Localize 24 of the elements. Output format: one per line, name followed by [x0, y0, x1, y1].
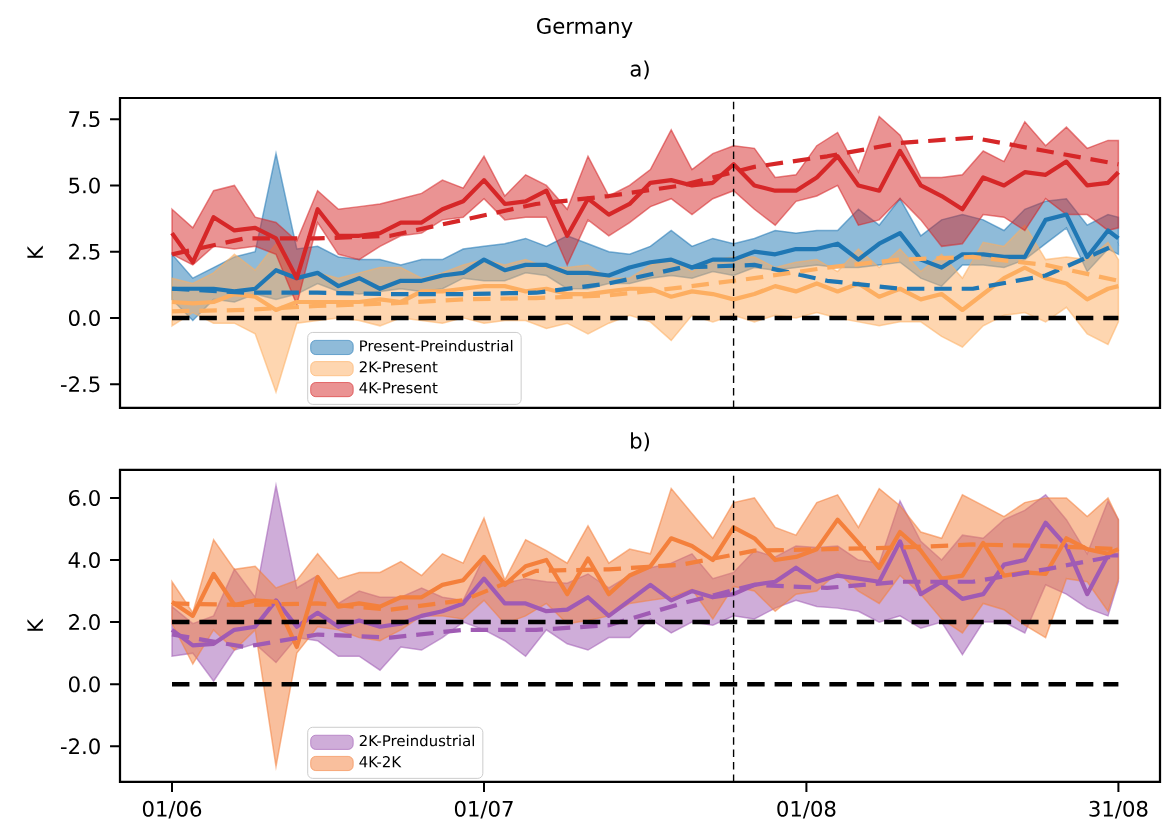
y-tick-label: 7.5 — [69, 111, 100, 128]
chart-subtitle: a) — [630, 60, 649, 80]
legend-label: 4K-2K — [359, 756, 402, 768]
chart-title: b) — [631, 432, 650, 452]
x-tick-label: 31/08 — [1089, 800, 1148, 819]
legend-label: 2K-Preindustrial — [359, 734, 474, 747]
y-axis-title: K — [27, 618, 43, 631]
y-tick-label: 2.5 — [69, 243, 100, 260]
y-axis-title: K — [27, 245, 43, 258]
x-tick-label: 01/08 — [777, 800, 836, 819]
legend-label: Present-Preindustrial — [360, 339, 513, 352]
legend-label: 2K-Present — [359, 361, 438, 373]
y-tick-label: -2.0 — [60, 738, 100, 755]
y-tick-label: 4.0 — [68, 552, 100, 569]
x-tick-label: 01/07 — [454, 800, 513, 819]
x-tick-label: 01/06 — [142, 800, 202, 819]
y-tick-label: -2.5 — [60, 376, 100, 393]
y-tick-label: 0.0 — [68, 309, 100, 326]
legend-label: 4K-Present — [359, 382, 438, 394]
y-tick-label: 5.0 — [69, 177, 100, 194]
y-tick-label: 6.0 — [69, 489, 100, 506]
y-tick-label: 0.0 — [68, 676, 100, 693]
y-tick-label: 2.0 — [69, 614, 100, 631]
chart-title: Germany — [537, 17, 633, 39]
